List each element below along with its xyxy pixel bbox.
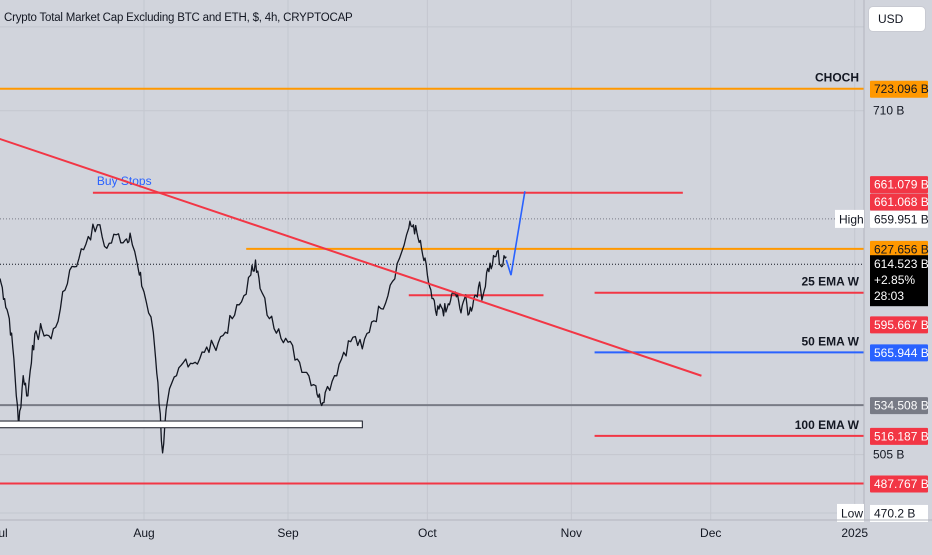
time-tick-label: Sep: [277, 526, 299, 540]
time-tick-label: Dec: [700, 526, 721, 540]
price-label-text: 627.656 B: [874, 242, 929, 256]
time-tick-label: Nov: [561, 526, 582, 540]
projection-path: [505, 191, 526, 276]
low-tag-box: [837, 503, 864, 522]
price-line: [0, 220, 507, 454]
price-label-box[interactable]: [870, 475, 928, 493]
price-label-box[interactable]: [870, 427, 928, 445]
grid: [0, 0, 864, 520]
price-label-box[interactable]: [870, 80, 928, 98]
low-price-box: [870, 504, 928, 522]
level-label: CHOCH: [815, 71, 859, 85]
time-tick-label: Jul: [0, 526, 8, 540]
support-box: [0, 420, 363, 429]
price-label-text: 487.767 B: [874, 477, 929, 491]
current-price-box[interactable]: [870, 255, 928, 307]
high-tag: High: [839, 212, 864, 226]
price-label-box[interactable]: [870, 240, 928, 258]
currency-button[interactable]: USD: [868, 6, 926, 32]
current-price-text: 614.523 B: [874, 257, 929, 271]
low-price-text: 470.2 B: [874, 506, 915, 520]
price-label-box[interactable]: [870, 193, 928, 211]
high-tag-box: [835, 209, 864, 228]
time-tick-label: 2025: [841, 526, 868, 540]
price-label-text: 565.944 B: [874, 346, 929, 360]
price-label-box[interactable]: [870, 176, 928, 194]
low-tag: Low: [841, 506, 863, 520]
chart-title: Crypto Total Market Cap Excluding BTC an…: [4, 12, 353, 24]
level-label: 25 EMA W: [801, 275, 859, 289]
countdown-text: 28:03: [874, 289, 904, 303]
time-tick-label: Oct: [418, 526, 437, 540]
trendline: [0, 137, 702, 377]
price-label-text: 661.079 B: [874, 178, 929, 192]
time-tick-label: Aug: [133, 526, 154, 540]
level-label: 50 EMA W: [801, 334, 859, 348]
price-label-text: 534.508 B: [874, 399, 929, 413]
price-label-box[interactable]: [870, 344, 928, 362]
time-scale[interactable]: Jul Aug Sep Oct Nov Dec 2025: [0, 526, 868, 540]
price-label-text: 595.667 B: [874, 318, 929, 332]
level-label: 100 EMA W: [795, 418, 860, 432]
price-label-text: 661.068 B: [874, 195, 929, 209]
price-tick-label: 710 B: [873, 104, 904, 118]
price-series: [0, 220, 507, 454]
price-label-box[interactable]: [870, 210, 928, 228]
price-label-box[interactable]: [870, 397, 928, 415]
price-label-text: 723.096 B: [874, 82, 929, 96]
current-change-text: +2.85%: [874, 273, 915, 287]
price-label-text: 516.187 B: [874, 429, 929, 443]
price-label-box[interactable]: [870, 316, 928, 334]
price-label-text: 659.951 B: [874, 212, 929, 226]
price-tick-label: 505 B: [873, 448, 904, 462]
